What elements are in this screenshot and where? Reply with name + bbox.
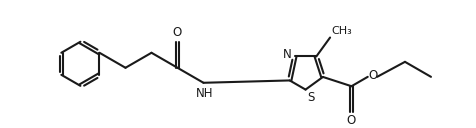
Text: O: O xyxy=(369,69,378,82)
Text: O: O xyxy=(347,114,356,127)
Text: NH: NH xyxy=(196,87,213,100)
Text: CH₃: CH₃ xyxy=(331,26,352,36)
Text: N: N xyxy=(283,48,292,61)
Text: S: S xyxy=(307,92,315,104)
Text: O: O xyxy=(173,26,182,39)
